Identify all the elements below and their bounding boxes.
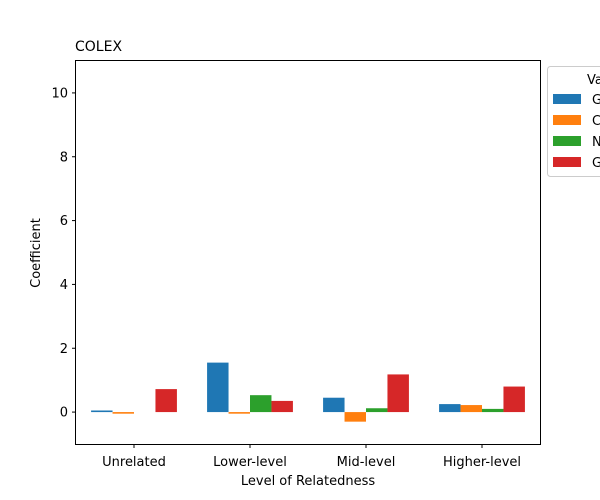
y-tick-label: 6 (60, 214, 68, 229)
legend-label-4: G (592, 156, 600, 171)
bar-2-higher-level (460, 405, 482, 413)
bar-2-lower-level (228, 412, 250, 414)
y-tick-label: 2 (60, 342, 68, 357)
y-tick-label: 8 (60, 150, 68, 165)
bar-1-lower-level (207, 362, 229, 413)
x-axis: Unrelated Lower-level Mid-level Higher-leve… (102, 444, 521, 470)
bar-3-higher-level (482, 408, 504, 413)
legend-swatch-4 (553, 157, 581, 167)
y-tick-label: 10 (51, 86, 68, 101)
bar-3-lower-level (250, 395, 272, 413)
bar-4-lower-level (271, 400, 293, 413)
x-tick-label: Higher-level (443, 455, 521, 470)
plot-area-frame (75, 60, 541, 445)
bar-2-unrelated (112, 412, 134, 414)
legend-label-2: C (592, 114, 600, 129)
legend-swatch-2 (553, 115, 581, 125)
x-axis-label: Level of Relatedness (241, 474, 375, 489)
bar-3-mid-level (366, 408, 388, 413)
bar-1-mid-level (323, 397, 345, 413)
bars-layer (91, 362, 525, 422)
bar-2-mid-level (344, 412, 366, 422)
bar-1-higher-level (439, 404, 461, 413)
bar-1-unrelated (91, 410, 113, 413)
bar-4-mid-level (387, 374, 409, 413)
y-tick-label: 0 (60, 406, 68, 421)
bar-4-higher-level (503, 386, 525, 413)
y-tick-label: 4 (60, 278, 68, 293)
legend-swatch-3 (553, 136, 581, 146)
x-tick-label: Unrelated (102, 455, 166, 470)
legend-swatch-1 (553, 94, 581, 104)
legend-label-3: N (592, 135, 600, 150)
chart-title: COLEX (75, 39, 122, 55)
y-axis-label: Coefficient (29, 218, 44, 288)
x-tick-label: Mid-level (337, 455, 396, 470)
legend-title: Va (587, 73, 600, 88)
legend-label-1: G (592, 93, 600, 108)
bar-4-unrelated (155, 389, 177, 413)
x-tick-label: Lower-level (213, 455, 287, 470)
